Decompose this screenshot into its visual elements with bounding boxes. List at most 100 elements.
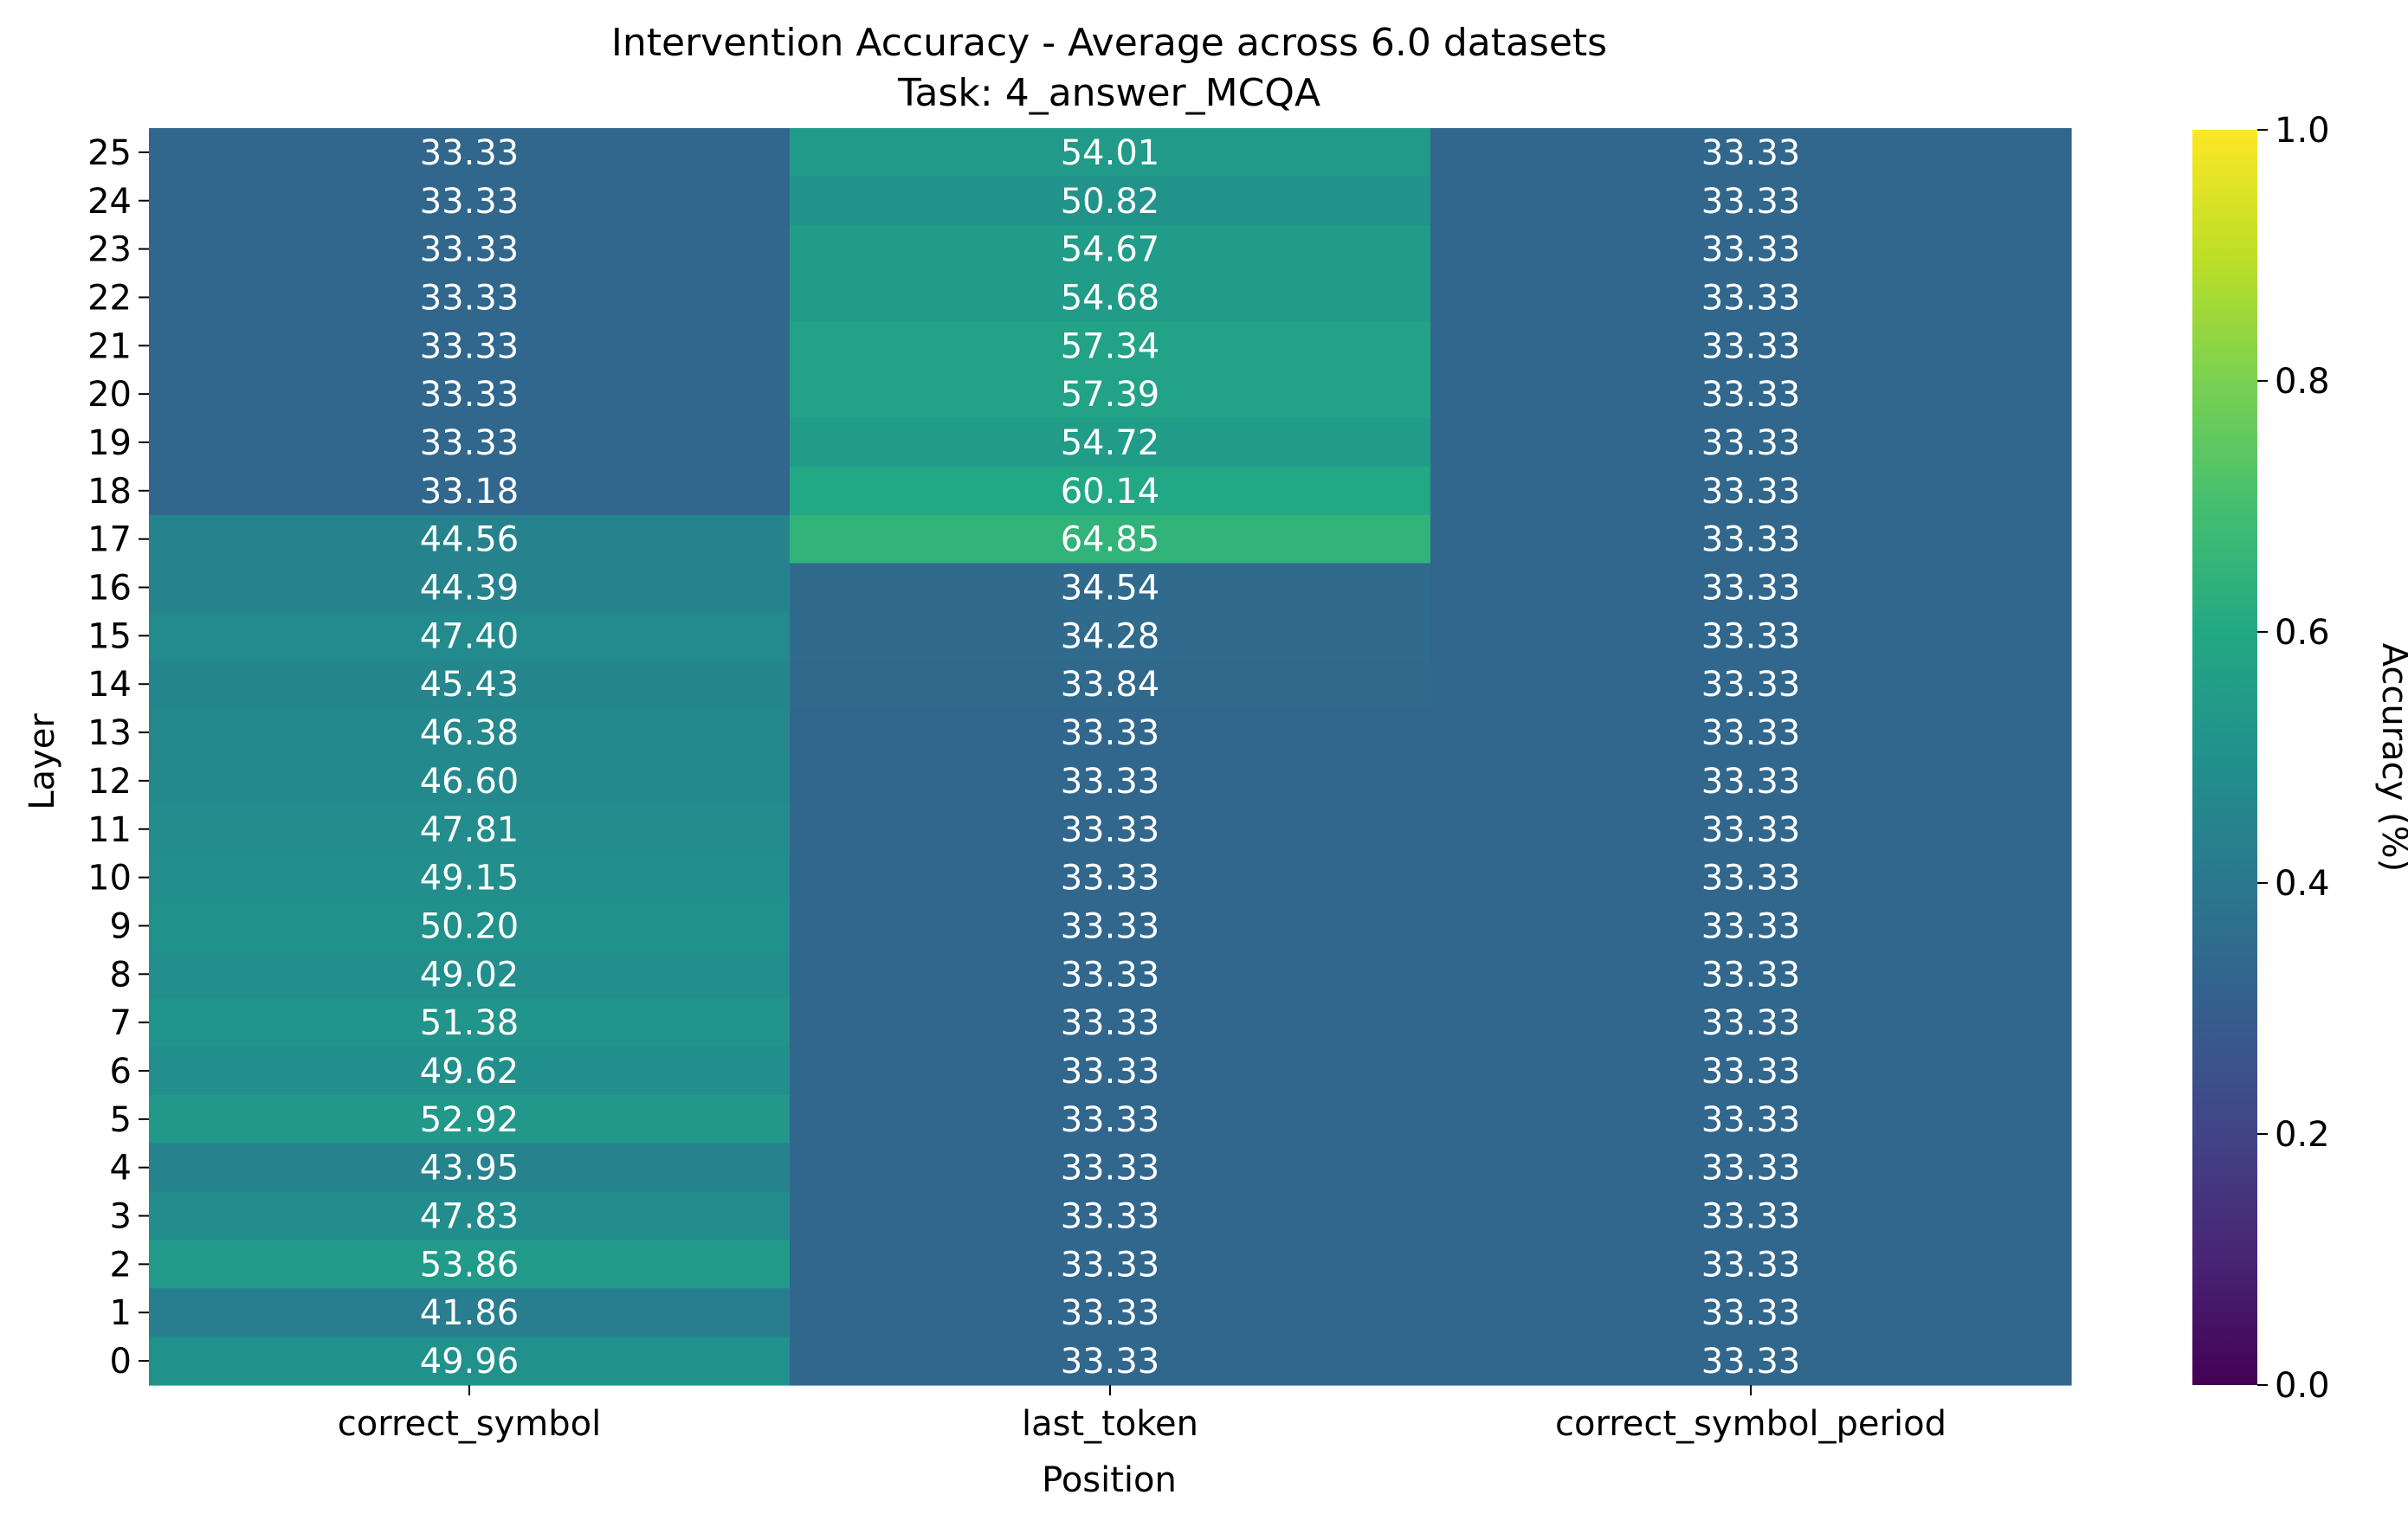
y-tick-label: 20 [87, 375, 132, 415]
heatmap-cell [1430, 1337, 2072, 1386]
cell-value-label: 33.33 [1701, 713, 1801, 753]
cell-value-label: 33.18 [420, 472, 520, 512]
y-tick-label: 23 [87, 230, 132, 270]
cell-value-label: 33.33 [1061, 1052, 1160, 1092]
heatmap-cell [149, 1337, 791, 1386]
heatmap-cell [790, 853, 1431, 903]
cell-value-label: 33.33 [1061, 1003, 1160, 1043]
y-tick-label: 9 [110, 906, 132, 946]
cell-value-label: 33.33 [1061, 1149, 1160, 1189]
cell-value-label: 33.33 [1701, 375, 1801, 415]
heatmap-cell [1430, 757, 2072, 806]
heatmap-cell [790, 1094, 1431, 1144]
y-axis-label: Layer [23, 713, 62, 810]
colorbar-tick-label: 0.0 [2275, 1366, 2330, 1406]
heatmap-cell [790, 466, 1431, 516]
cell-value-label: 49.02 [420, 955, 520, 995]
y-tick-label: 7 [110, 1003, 132, 1043]
cell-value-label: 33.33 [1061, 1197, 1160, 1237]
heatmap-cell [1430, 176, 2072, 226]
x-tick-label: correct_symbol_period [1555, 1404, 1946, 1444]
cell-value-label: 47.40 [420, 616, 520, 656]
x-axis: correct_symbol last_token correct_symbol_p… [338, 1385, 1946, 1444]
heatmap-cell [790, 1240, 1431, 1289]
heatmap-cell [790, 1288, 1431, 1337]
y-tick-label: 0 [110, 1342, 132, 1382]
heatmap-cell [149, 321, 791, 370]
heatmap-cell [1430, 1288, 2072, 1337]
y-tick-label: 18 [87, 472, 132, 512]
cell-value-label: 33.33 [1701, 906, 1801, 946]
y-tick-label: 19 [87, 423, 132, 463]
cell-value-label: 33.33 [420, 375, 520, 415]
x-tick-label: last_token [1022, 1404, 1198, 1444]
heatmap-cell [1430, 853, 2072, 903]
cell-value-label: 33.33 [420, 133, 520, 173]
heatmap-cell [149, 1094, 791, 1144]
heatmap-cell [1430, 1240, 2072, 1289]
cell-value-label: 33.33 [1701, 616, 1801, 656]
heatmap-cell [149, 708, 791, 757]
colorbar-label: Accuracy (%) [2374, 643, 2408, 873]
heatmap-cell [1430, 128, 2072, 177]
heatmap-cell [149, 950, 791, 999]
cell-value-label: 33.33 [1701, 665, 1801, 705]
cell-value-label: 33.33 [420, 230, 520, 270]
heatmap-cell [149, 466, 791, 516]
heatmap-cell [1430, 804, 2072, 854]
heatmap-cell [1430, 563, 2072, 613]
chart-subtitle: Task: 4_answer_MCQA [897, 71, 1320, 115]
heatmap-cell [790, 224, 1431, 274]
colorbar-tick-label: 1.0 [2275, 111, 2330, 151]
heatmap-cell [790, 950, 1431, 999]
heatmap-cell [149, 370, 791, 419]
cell-value-label: 34.28 [1061, 616, 1160, 656]
colorbar-tick-label: 0.6 [2275, 613, 2330, 653]
cell-value-label: 33.33 [1701, 859, 1801, 899]
cell-value-label: 33.33 [1701, 423, 1801, 463]
cell-value-label: 45.43 [420, 665, 520, 705]
heatmap-cell [1430, 611, 2072, 660]
heatmap-cell [790, 370, 1431, 419]
cell-value-label: 33.33 [1701, 1293, 1801, 1333]
cell-value-label: 33.33 [1701, 955, 1801, 995]
cell-value-label: 33.33 [1701, 1149, 1801, 1189]
heatmap-cell [1430, 1143, 2072, 1193]
cell-value-label: 49.15 [420, 859, 520, 899]
heatmap-cell-labels: 33.33 54.01 33.33 33.33 50.82 33.33 33.33 54.67… [420, 133, 1801, 1382]
cell-value-label: 49.96 [420, 1342, 520, 1382]
y-tick-label: 15 [87, 616, 132, 656]
x-tick-label: correct_symbol [338, 1404, 602, 1444]
heatmap-cell [1430, 418, 2072, 467]
colorbar-tick-label: 0.2 [2275, 1115, 2330, 1155]
heatmap-cell [149, 1047, 791, 1096]
heatmap-cell [1430, 708, 2072, 757]
heatmap-cell [790, 1143, 1431, 1193]
cell-value-label: 34.54 [1061, 569, 1160, 609]
y-tick-label: 1 [110, 1293, 132, 1333]
heatmap-cell [790, 1191, 1431, 1241]
heatmap-cell [790, 321, 1431, 370]
cell-value-label: 33.33 [1701, 1003, 1801, 1043]
cell-value-label: 33.33 [1061, 1293, 1160, 1333]
cell-value-label: 33.33 [1701, 230, 1801, 270]
heatmap-cell [1430, 514, 2072, 564]
cell-value-label: 54.67 [1061, 230, 1160, 270]
heatmap-cell [149, 611, 791, 660]
cell-value-label: 33.33 [1061, 1245, 1160, 1285]
cell-value-label: 51.38 [420, 1003, 520, 1043]
heatmap-cell [149, 514, 791, 564]
chart-title: Intervention Accuracy - Average across 6… [611, 21, 1607, 65]
colorbar-ticks: 0.0 0.2 0.4 0.6 0.8 1.0 [2257, 111, 2330, 1406]
heatmap-cell [790, 514, 1431, 564]
heatmap-cell [1430, 998, 2072, 1047]
heatmap-cell [1430, 1094, 2072, 1144]
heatmap-cell [1430, 321, 2072, 370]
colorbar-tick-label: 0.4 [2275, 864, 2330, 904]
y-tick-label: 13 [87, 713, 132, 753]
heatmap-cell [149, 901, 791, 950]
y-tick-label: 16 [87, 569, 132, 609]
cell-value-label: 33.33 [420, 182, 520, 222]
cell-value-label: 33.33 [1701, 1245, 1801, 1285]
